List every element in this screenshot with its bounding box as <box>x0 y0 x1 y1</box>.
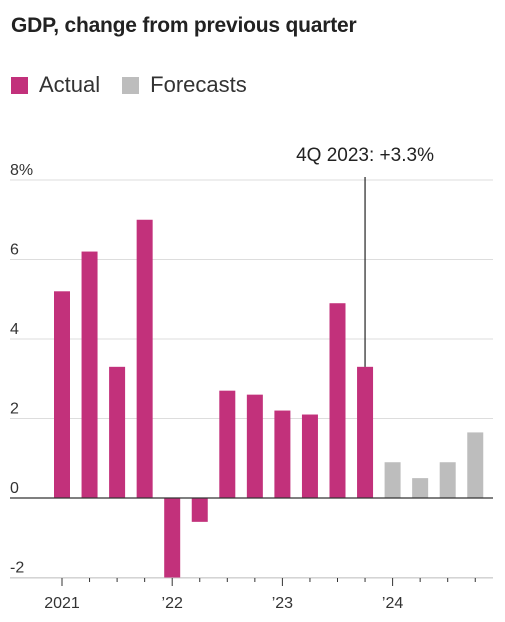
legend: Actual Forecasts <box>11 71 269 99</box>
y-tick-label: 2 <box>10 401 19 418</box>
legend-label-actual: Actual <box>39 72 101 97</box>
y-tick-label: -2 <box>10 560 24 577</box>
bars-layer <box>54 219 484 578</box>
y-tick-label: 4 <box>10 321 19 338</box>
x-tick-label: 2021 <box>44 595 80 612</box>
bar-actual <box>246 394 263 498</box>
bar-actual <box>136 219 153 498</box>
bar-actual <box>357 366 374 498</box>
axis-layer: 8% 6 4 2 0 -2 2021 ’22 ’23 ’24 <box>10 162 493 612</box>
legend-item-actual: Actual <box>11 72 100 98</box>
bar-actual <box>329 303 346 498</box>
bar-actual <box>54 291 70 498</box>
x-tick-label: ’24 <box>382 595 403 612</box>
bar-actual <box>81 251 98 498</box>
annotation-label: 4Q 2023: +3.3% <box>296 145 434 166</box>
bar-forecast <box>384 462 401 498</box>
x-tick-label: ’23 <box>272 595 293 612</box>
legend-item-forecasts: Forecasts <box>122 72 247 98</box>
y-tick-label: 0 <box>10 480 19 497</box>
bar-actual <box>274 410 291 498</box>
bar-actual <box>109 366 126 498</box>
annotation-layer: 4Q 2023: +3.3% <box>296 145 434 367</box>
legend-swatch-forecasts <box>122 76 140 94</box>
chart-title: GDP, change from previous quarter <box>11 14 357 37</box>
y-tick-label: 6 <box>10 242 19 259</box>
bar-forecast <box>439 462 456 498</box>
legend-label-forecasts: Forecasts <box>150 72 247 97</box>
bar-actual <box>191 498 208 522</box>
x-tick-label: ’22 <box>162 595 183 612</box>
bar-actual <box>164 498 181 578</box>
legend-swatch-actual <box>11 76 28 94</box>
bar-forecast <box>467 432 484 498</box>
y-tick-label: 8% <box>10 162 33 179</box>
bar-actual <box>301 414 318 498</box>
bar-forecast <box>412 478 429 498</box>
bar-actual <box>219 390 236 498</box>
